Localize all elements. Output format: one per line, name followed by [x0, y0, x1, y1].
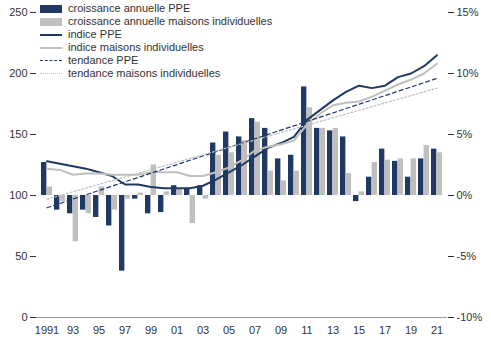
svg-text:10%: 10% — [457, 67, 479, 79]
svg-text:100: 100 — [9, 189, 27, 201]
svg-text:15%: 15% — [457, 6, 479, 18]
svg-text:03: 03 — [197, 324, 209, 336]
svg-text:0: 0 — [21, 311, 27, 323]
html-text:croissance annuelle PPE: croissance annuelle PPE — [68, 2, 191, 14]
svg-text:09: 09 — [275, 324, 287, 336]
svg-text:11: 11 — [301, 324, 312, 336]
svg-text:01: 01 — [171, 324, 183, 336]
html-text:tendance maisons individuelles: tendance maisons individuelles — [68, 67, 221, 79]
svg-text:99: 99 — [145, 324, 157, 336]
svg-text:13: 13 — [327, 324, 339, 336]
html-text:croissance annuelle maisons in: croissance annuelle maisons individuelle… — [68, 15, 273, 27]
html-text:tendance PPE: tendance PPE — [68, 54, 139, 66]
html-text:indice PPE: indice PPE — [68, 28, 122, 40]
svg-text:-10%: -10% — [457, 311, 483, 323]
svg-text:95: 95 — [93, 324, 105, 336]
svg-text:250: 250 — [9, 6, 27, 18]
svg-text:17: 17 — [379, 324, 391, 336]
svg-text:93: 93 — [67, 324, 79, 336]
svg-text:-5%: -5% — [457, 250, 477, 262]
svg-text:15: 15 — [353, 324, 365, 336]
svg-text:97: 97 — [119, 324, 131, 336]
svg-text:5%: 5% — [457, 128, 473, 140]
svg-text:07: 07 — [249, 324, 261, 336]
svg-text:150: 150 — [9, 128, 27, 140]
svg-text:50: 50 — [15, 250, 27, 262]
svg-text:21: 21 — [431, 324, 443, 336]
svg-text:05: 05 — [223, 324, 235, 336]
svg-text:0%: 0% — [457, 189, 473, 201]
svg-text:19: 19 — [405, 324, 417, 336]
svg-text:200: 200 — [9, 67, 27, 79]
html-text:indice maisons individuelles: indice maisons individuelles — [68, 41, 204, 53]
svg-text:1991: 1991 — [35, 324, 59, 336]
